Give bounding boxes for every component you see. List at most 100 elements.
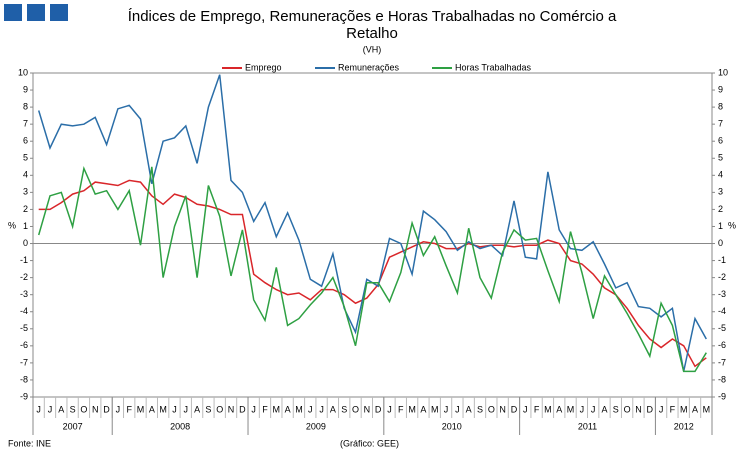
x-tick-label: F bbox=[126, 404, 132, 414]
y-tick-label: 2 bbox=[23, 204, 28, 214]
x-tick-label: A bbox=[466, 404, 472, 414]
x-tick-label: J bbox=[172, 404, 177, 414]
x-tick-label: M bbox=[137, 404, 145, 414]
x-tick-label: J bbox=[36, 404, 41, 414]
y2-tick-label: -3 bbox=[718, 289, 726, 299]
x-tick-label: A bbox=[149, 404, 155, 414]
y-tick-label: 3 bbox=[23, 187, 28, 197]
logo-square bbox=[50, 4, 68, 21]
x-tick-label: D bbox=[103, 404, 110, 414]
y2-tick-label: 10 bbox=[718, 67, 728, 77]
chart-title: Índices de Emprego, Remunerações e Horas… bbox=[128, 8, 617, 25]
x-tick-label: J bbox=[251, 404, 256, 414]
y2-axis-label: % bbox=[728, 220, 736, 230]
x-tick-label: J bbox=[580, 404, 585, 414]
y-tick-label: -3 bbox=[20, 289, 28, 299]
year-label: 2009 bbox=[306, 421, 326, 431]
x-tick-label: F bbox=[670, 404, 676, 414]
x-tick-label: J bbox=[308, 404, 313, 414]
y2-tick-label: 3 bbox=[718, 187, 723, 197]
x-tick-label: J bbox=[48, 404, 53, 414]
x-tick-label: D bbox=[511, 404, 518, 414]
y-tick-label: 9 bbox=[23, 84, 28, 94]
y2-tick-label: -5 bbox=[718, 323, 726, 333]
x-tick-label: M bbox=[408, 404, 416, 414]
y2-tick-label: -9 bbox=[718, 391, 726, 401]
y-tick-label: -6 bbox=[20, 340, 28, 350]
y2-tick-label: 5 bbox=[718, 153, 723, 163]
y2-tick-label: -2 bbox=[718, 272, 726, 282]
x-tick-label: A bbox=[420, 404, 426, 414]
year-label: 2010 bbox=[442, 421, 462, 431]
x-tick-label: S bbox=[477, 404, 483, 414]
y2-tick-label: 1 bbox=[718, 221, 723, 231]
x-tick-label: A bbox=[330, 404, 336, 414]
x-tick-label: O bbox=[352, 404, 359, 414]
x-tick-label: J bbox=[319, 404, 324, 414]
y-tick-label: 6 bbox=[23, 136, 28, 146]
x-tick-label: N bbox=[364, 404, 371, 414]
year-label: 2007 bbox=[63, 421, 83, 431]
x-tick-label: S bbox=[70, 404, 76, 414]
credit: (Gráfico: GEE) bbox=[340, 438, 399, 448]
x-tick-label: O bbox=[80, 404, 87, 414]
y2-tick-label: 7 bbox=[718, 119, 723, 129]
x-tick-label: J bbox=[184, 404, 189, 414]
y2-tick-label: -6 bbox=[718, 340, 726, 350]
x-tick-label: M bbox=[680, 404, 688, 414]
series-line bbox=[37, 166, 707, 373]
y-tick-label: -8 bbox=[20, 374, 28, 384]
x-tick-label: J bbox=[455, 404, 460, 414]
y2-tick-label: -1 bbox=[718, 255, 726, 265]
y-tick-label: -9 bbox=[20, 391, 28, 401]
chart-title: Retalho bbox=[346, 25, 398, 42]
x-tick-label: O bbox=[216, 404, 223, 414]
legend-label: Horas Trabalhadas bbox=[455, 62, 532, 72]
x-tick-label: D bbox=[239, 404, 246, 414]
y-tick-label: -1 bbox=[20, 255, 28, 265]
x-tick-label: A bbox=[285, 404, 291, 414]
y-tick-label: 1 bbox=[23, 221, 28, 231]
x-tick-label: O bbox=[624, 404, 631, 414]
legend-label: Remunerações bbox=[338, 62, 400, 72]
x-tick-label: N bbox=[92, 404, 99, 414]
y2-tick-label: 2 bbox=[718, 204, 723, 214]
year-label: 2008 bbox=[170, 421, 190, 431]
x-tick-label: N bbox=[228, 404, 235, 414]
x-tick-label: F bbox=[262, 404, 268, 414]
x-tick-label: N bbox=[499, 404, 506, 414]
x-tick-label: F bbox=[534, 404, 540, 414]
x-tick-label: S bbox=[613, 404, 619, 414]
source: Fonte: INE bbox=[8, 438, 51, 448]
x-tick-label: O bbox=[488, 404, 495, 414]
x-tick-label: M bbox=[544, 404, 552, 414]
y2-tick-label: 8 bbox=[718, 101, 723, 111]
series-line bbox=[37, 74, 707, 372]
x-tick-label: M bbox=[295, 404, 303, 414]
y-axis-label: % bbox=[8, 220, 16, 230]
year-label: 2012 bbox=[674, 421, 694, 431]
x-tick-label: A bbox=[601, 404, 607, 414]
x-tick-label: M bbox=[159, 404, 167, 414]
y-tick-label: -5 bbox=[20, 323, 28, 333]
y-tick-label: 5 bbox=[23, 153, 28, 163]
x-tick-label: J bbox=[523, 404, 528, 414]
x-tick-label: A bbox=[692, 404, 698, 414]
y-tick-label: 10 bbox=[18, 67, 28, 77]
y-tick-label: -4 bbox=[20, 306, 28, 316]
y-tick-label: -7 bbox=[20, 357, 28, 367]
series-line bbox=[38, 179, 707, 368]
chart-subtitle: (VH) bbox=[363, 44, 382, 54]
y2-tick-label: 9 bbox=[718, 84, 723, 94]
x-tick-label: M bbox=[703, 404, 711, 414]
x-tick-label: J bbox=[116, 404, 121, 414]
x-tick-label: J bbox=[591, 404, 596, 414]
x-tick-label: J bbox=[659, 404, 664, 414]
y-tick-label: 0 bbox=[23, 238, 28, 248]
logo-square bbox=[4, 4, 22, 21]
y-tick-label: 8 bbox=[23, 101, 28, 111]
y2-tick-label: -4 bbox=[718, 306, 726, 316]
x-tick-label: F bbox=[398, 404, 404, 414]
x-tick-label: D bbox=[647, 404, 654, 414]
x-tick-label: A bbox=[194, 404, 200, 414]
